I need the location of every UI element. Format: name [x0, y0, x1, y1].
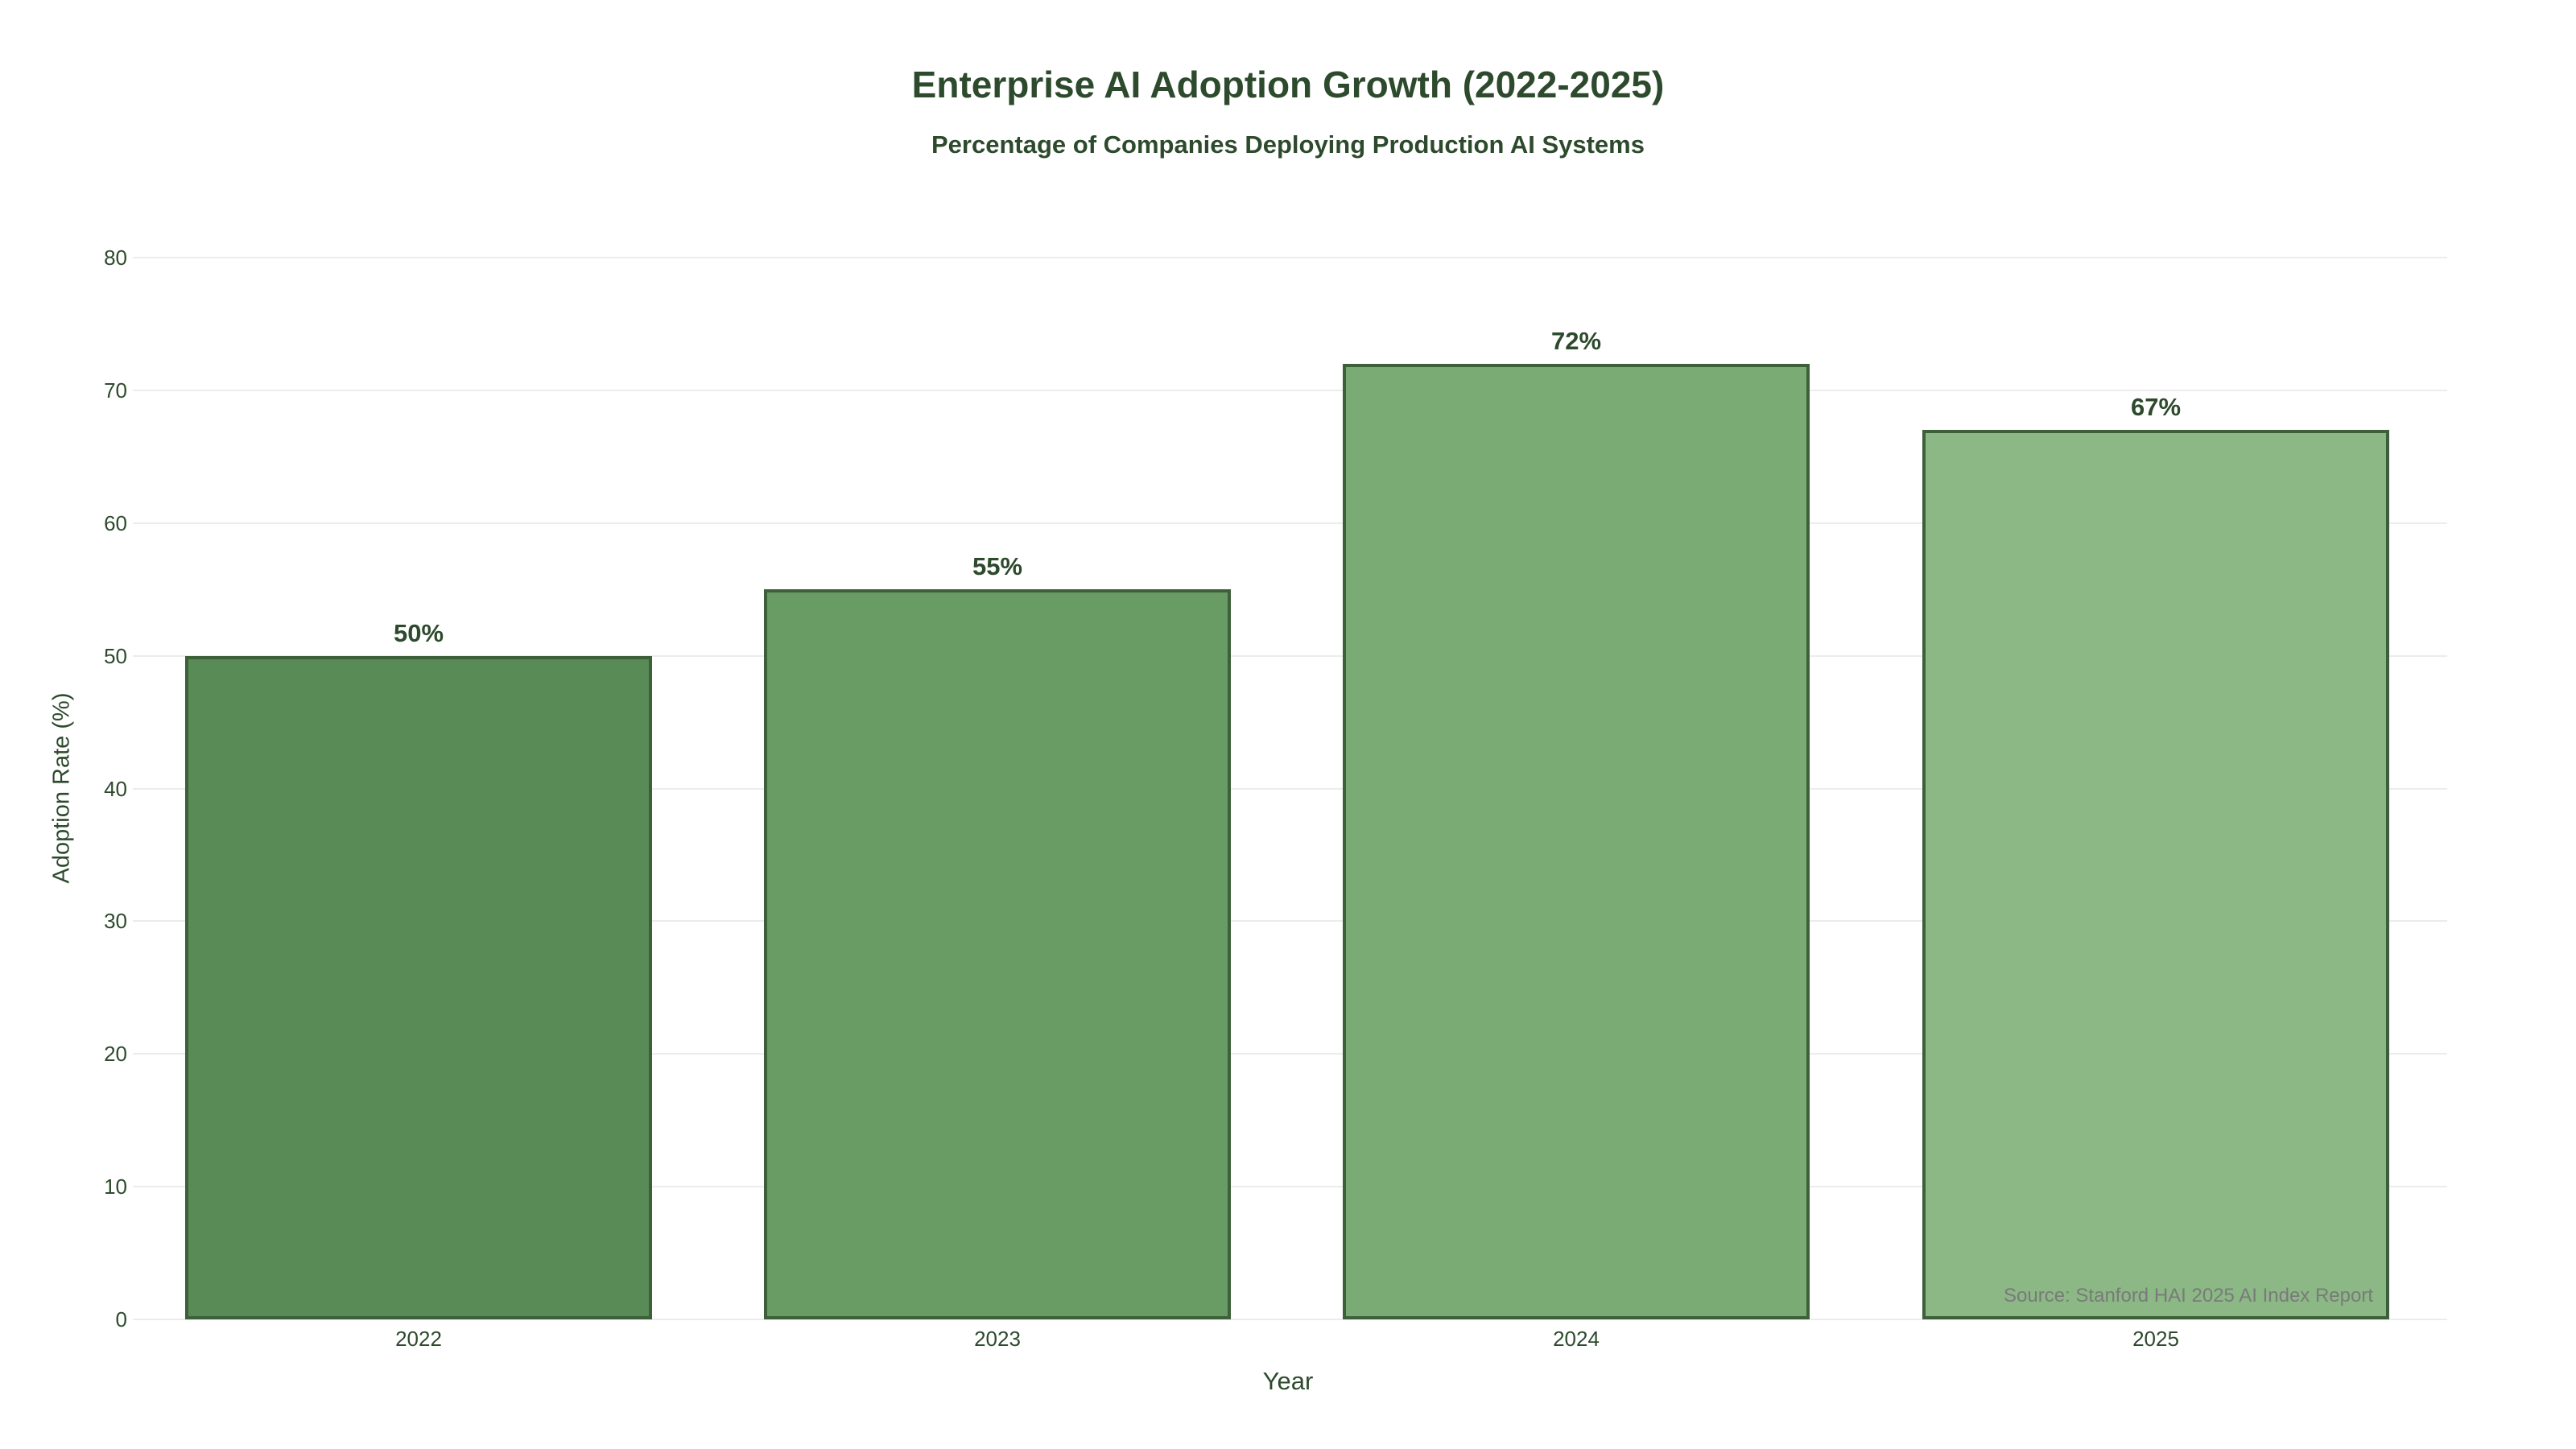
chart-subtitle: Percentage of Companies Deploying Produc…: [931, 130, 1645, 159]
y-tick-label-40: 40: [104, 776, 127, 801]
value-label-2025: 67%: [2130, 393, 2182, 422]
gridline-y-60: [133, 522, 2447, 524]
y-tick-label-30: 30: [104, 909, 127, 934]
gridline-y-80: [133, 257, 2447, 258]
y-tick-label-60: 60: [104, 510, 127, 535]
x-axis-title: Year: [1262, 1367, 1314, 1395]
y-axis-title: Adoption Rate (%): [48, 692, 75, 884]
x-tick-label-2022: 2022: [395, 1327, 442, 1351]
y-tick-label-50: 50: [104, 643, 127, 668]
gridline-y-70: [133, 389, 2447, 391]
chart-title: Enterprise AI Adoption Growth (2022-2025…: [911, 64, 1665, 105]
x-tick-label-2025: 2025: [2132, 1327, 2179, 1351]
x-tick-label-2023: 2023: [974, 1327, 1021, 1351]
value-label-2024: 72%: [1550, 326, 1602, 355]
y-tick-label-20: 20: [104, 1042, 127, 1067]
value-label-2022: 50%: [393, 618, 444, 647]
gridline-y-10: [133, 1186, 2447, 1188]
y-tick-label-80: 80: [104, 246, 127, 270]
bar-2024: [1343, 363, 1810, 1319]
gridline-y-30: [133, 920, 2447, 923]
x-tick-label-2024: 2024: [1553, 1327, 1600, 1351]
y-tick-label-10: 10: [104, 1174, 127, 1199]
gridline-y-40: [133, 787, 2447, 790]
bar-2025: [1922, 430, 2389, 1319]
gridline-y-20: [133, 1053, 2447, 1055]
y-tick-label-0: 0: [115, 1307, 127, 1331]
gridline-y-0: [133, 1319, 2447, 1320]
value-label-2023: 55%: [972, 552, 1023, 581]
bar-2023: [764, 589, 1231, 1319]
bar-2022: [185, 655, 652, 1319]
source-note: Source: Stanford HAI 2025 AI Index Repor…: [2004, 1285, 2373, 1307]
y-tick-label-70: 70: [104, 378, 127, 402]
gridline-y-50: [133, 654, 2447, 657]
